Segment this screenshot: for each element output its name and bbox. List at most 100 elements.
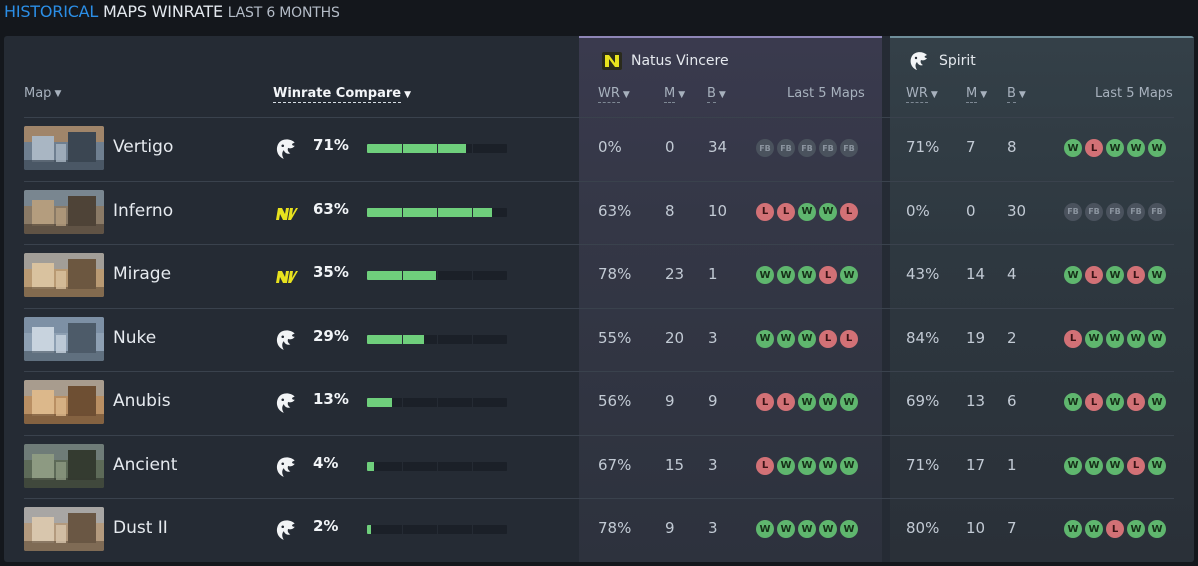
spirit-wr-value: 84% bbox=[906, 328, 940, 347]
winrate-bar-divider bbox=[402, 334, 403, 344]
table-row[interactable]: Mirage 35% 78% 23 1 W W W L W 43% 14 4 W L W L W bbox=[4, 244, 1194, 307]
navi-matches-value: 8 bbox=[665, 201, 675, 220]
map-thumbnail bbox=[24, 507, 104, 551]
navi-wr-value: 67% bbox=[598, 455, 632, 474]
win-badge: W bbox=[840, 520, 858, 538]
win-badge: W bbox=[819, 202, 837, 221]
map-thumbnail bbox=[24, 126, 104, 170]
chevron-down-icon: ▼ bbox=[718, 89, 726, 100]
winrate-bar bbox=[367, 334, 507, 344]
navi-bans-value: 1 bbox=[708, 265, 718, 283]
spirit-wr-value: 80% bbox=[906, 519, 940, 537]
spirit-team-header[interactable]: Spirit bbox=[907, 50, 976, 72]
row-divider bbox=[24, 244, 1174, 245]
winrate-bar-divider bbox=[472, 144, 473, 153]
loss-badge: L bbox=[1085, 139, 1103, 157]
forfeit-badge: FB bbox=[819, 139, 837, 157]
winrate-bar-fill bbox=[367, 144, 467, 153]
loss-badge: L bbox=[1064, 329, 1082, 348]
forfeit-badge: FB bbox=[1085, 202, 1103, 221]
loss-badge: L bbox=[756, 393, 774, 411]
table-row[interactable]: Vertigo 71% 0% 0 34 FB FB FB FB FB 71% 7 8 W L W W W bbox=[4, 117, 1194, 180]
navi-wr-value: 0% bbox=[598, 138, 622, 156]
winrate-compare-value: 35% bbox=[313, 263, 349, 281]
loss-badge: L bbox=[1127, 266, 1145, 284]
spirit-bans-value: 4 bbox=[1007, 265, 1017, 283]
navi-team-header[interactable]: Natus Vincere bbox=[601, 50, 729, 72]
loss-badge: L bbox=[819, 266, 837, 284]
row-divider bbox=[24, 180, 1174, 182]
winrate-bar-divider bbox=[437, 271, 438, 280]
navi-matches-value: 0 bbox=[665, 138, 675, 156]
win-badge: W bbox=[840, 266, 858, 284]
navi-b-header[interactable]: B ▼ bbox=[707, 86, 726, 103]
navi-m-header[interactable]: M ▼ bbox=[664, 86, 685, 103]
loss-badge: L bbox=[1085, 266, 1103, 284]
spirit-matches-value: 7 bbox=[966, 138, 976, 156]
win-badge: W bbox=[798, 393, 816, 411]
winrate-bar bbox=[367, 398, 507, 407]
chevron-down-icon: ▼ bbox=[930, 89, 938, 100]
winrate-bar-divider bbox=[437, 461, 438, 471]
winrate-bar-fill bbox=[367, 398, 393, 407]
winrate-bar-divider bbox=[472, 334, 473, 344]
navi-logo-icon bbox=[273, 263, 299, 289]
spirit-wr-header[interactable]: WR ▼ bbox=[906, 86, 938, 103]
spirit-wr-value: 0% bbox=[906, 201, 930, 220]
spirit-logo-icon bbox=[910, 52, 927, 70]
table-row[interactable]: Ancient 4% 67% 15 3 L W W W W 71% 17 1 W W W L W bbox=[4, 435, 1194, 498]
win-badge: W bbox=[1127, 139, 1145, 157]
winrate-bar-divider bbox=[402, 271, 403, 280]
winrate-bar-fill bbox=[367, 461, 374, 471]
spirit-logo-icon bbox=[273, 517, 299, 543]
winrate-bar-divider bbox=[437, 334, 438, 344]
navi-wr-value: 55% bbox=[598, 328, 632, 347]
navi-wr-value: 78% bbox=[598, 265, 632, 283]
win-badge: W bbox=[1148, 456, 1166, 475]
loss-badge: L bbox=[1127, 456, 1145, 475]
spirit-logo-icon bbox=[273, 390, 299, 416]
spirit-b-header[interactable]: B ▼ bbox=[1007, 86, 1026, 103]
spirit-team-name: Spirit bbox=[939, 53, 976, 69]
map-header-label: Map bbox=[24, 86, 52, 101]
table-row[interactable]: Anubis 13% 56% 9 9 L L W W W 69% 13 6 W L W L W bbox=[4, 371, 1194, 434]
map-name: Vertigo bbox=[113, 137, 174, 157]
winrate-compare-value: 4% bbox=[313, 453, 339, 472]
navi-matches-value: 15 bbox=[665, 455, 685, 474]
win-badge: W bbox=[1064, 139, 1082, 157]
spirit-m-header[interactable]: M ▼ bbox=[966, 86, 987, 103]
title-maps-winrate: MAPS WINRATE bbox=[103, 2, 223, 21]
navi-bans-value: 3 bbox=[708, 455, 718, 474]
navi-matches-value: 9 bbox=[665, 392, 675, 410]
win-badge: W bbox=[819, 456, 837, 475]
navi-b-label: B bbox=[707, 86, 716, 103]
winrate-bar-divider bbox=[437, 398, 438, 407]
winrate-compare-value: 13% bbox=[313, 390, 349, 408]
winrate-bar-fill bbox=[367, 207, 492, 217]
table-row[interactable]: Dust II 2% 78% 9 3 W W W W W 80% 10 7 W W L W W bbox=[4, 498, 1194, 561]
spirit-wr-value: 69% bbox=[906, 392, 940, 410]
loss-badge: L bbox=[777, 202, 795, 221]
forfeit-badge: FB bbox=[1148, 202, 1166, 221]
map-name: Inferno bbox=[113, 200, 174, 221]
winrate-compare-header[interactable]: Winrate Compare ▼ bbox=[273, 86, 411, 103]
map-column-header[interactable]: Map ▼ bbox=[24, 86, 61, 101]
table-row[interactable]: Nuke 29% 55% 20 3 W W W L L 84% 19 2 L W W W W bbox=[4, 308, 1194, 371]
chevron-down-icon: ▼ bbox=[678, 89, 686, 100]
winrate-bar bbox=[367, 461, 507, 471]
win-badge: W bbox=[819, 393, 837, 411]
winrate-compare-value: 29% bbox=[313, 326, 349, 345]
win-badge: W bbox=[777, 329, 795, 348]
navi-wr-header[interactable]: WR ▼ bbox=[598, 86, 630, 103]
table-row[interactable]: Inferno 63% 63% 8 10 L L W W L 0% 0 30 FB FB FB FB FB bbox=[4, 181, 1194, 244]
spirit-logo-icon bbox=[273, 327, 299, 353]
map-thumbnail bbox=[24, 189, 104, 234]
row-divider bbox=[24, 498, 1174, 499]
winrate-bar-divider bbox=[437, 207, 438, 217]
title-period: LAST 6 MONTHS bbox=[227, 5, 340, 21]
winrate-bar-divider bbox=[437, 525, 438, 534]
